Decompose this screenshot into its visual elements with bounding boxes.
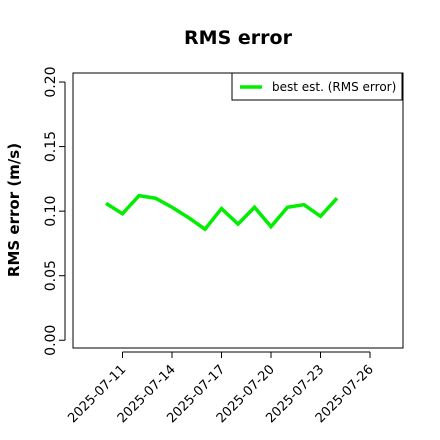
- plot-frame: [72, 72, 404, 349]
- y-tick-label: 0.00: [43, 325, 59, 356]
- chart-title: RMS error: [184, 27, 293, 49]
- y-tick-label: 0.15: [43, 131, 59, 162]
- y-axis-label: RMS error (m/s): [5, 143, 23, 277]
- y-tick-label: 0.10: [43, 196, 59, 227]
- y-tick-label: 0.05: [43, 260, 59, 291]
- y-tick-label: 0.20: [43, 66, 59, 97]
- data-line: [105, 193, 339, 232]
- legend-label: best est. (RMS error): [272, 80, 396, 94]
